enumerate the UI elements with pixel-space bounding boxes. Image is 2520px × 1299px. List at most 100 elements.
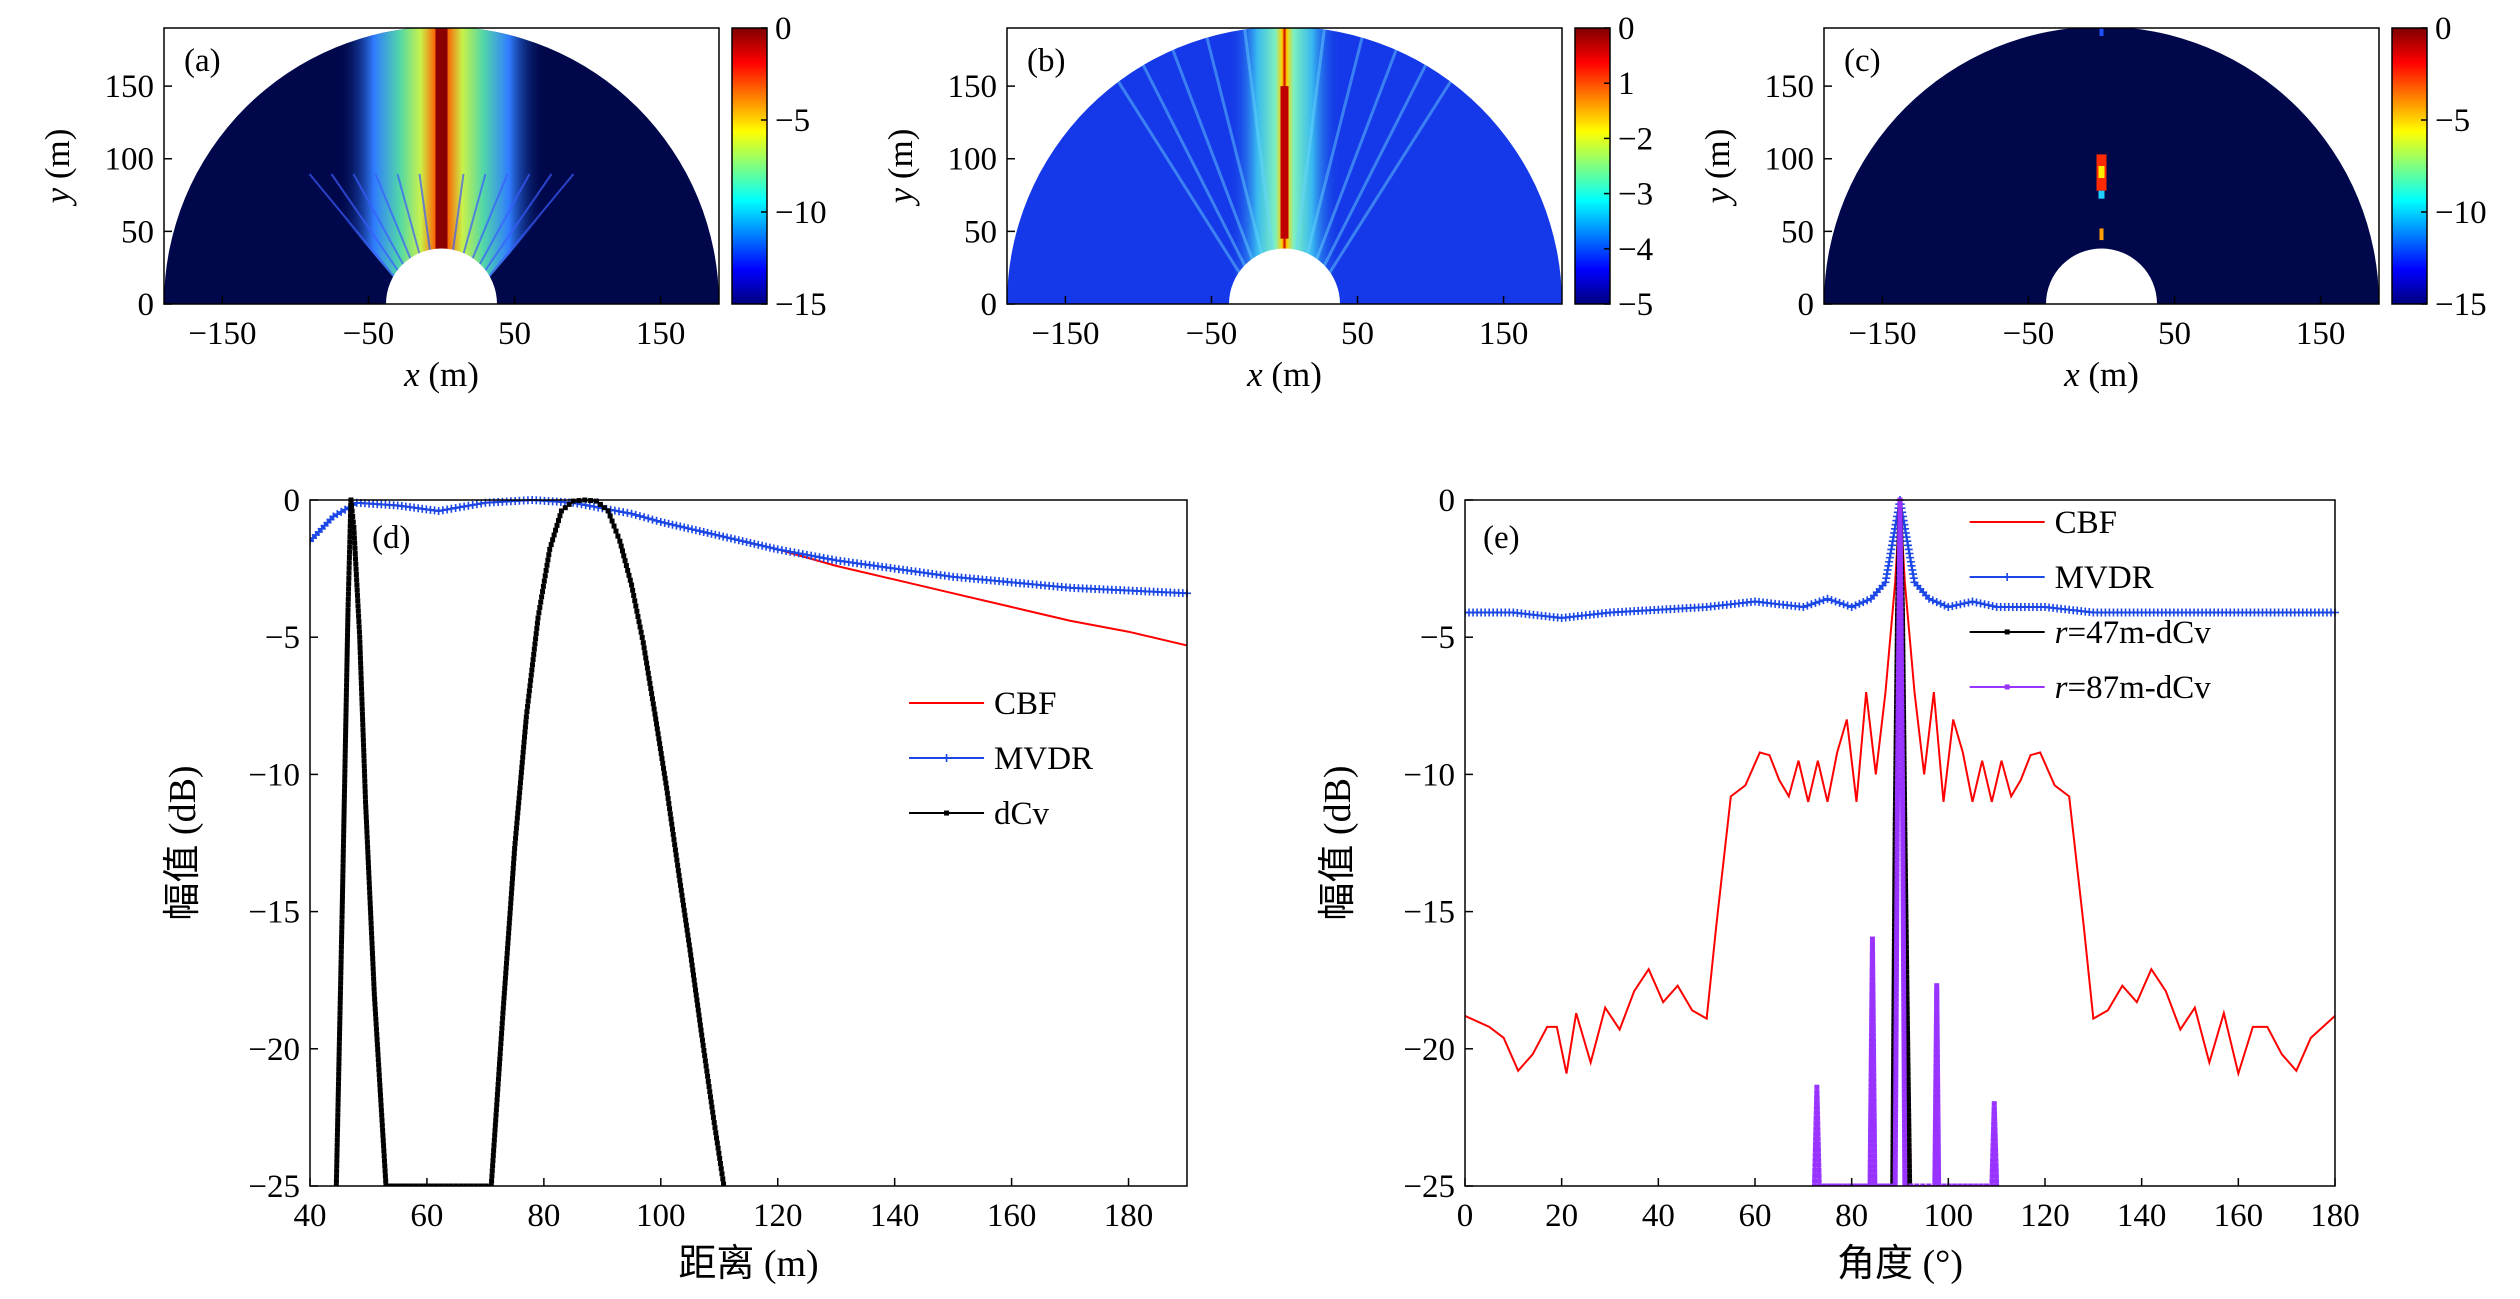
data-point [1882,1183,1888,1186]
data-point [359,686,365,692]
data-point [1812,1167,1818,1173]
data-point [1852,1183,1858,1186]
data-point [365,859,371,865]
beam-striation [440,173,553,304]
data-point [1946,1183,1952,1186]
data-point [1936,1173,1942,1179]
data-point [1935,1063,1941,1069]
data-point [1962,1183,1968,1186]
data-point [343,733,349,739]
data-point [1906,1142,1912,1148]
data-point [1897,538,1903,544]
data-point [371,991,377,997]
data-point [1894,867,1900,873]
data-point [686,937,692,943]
data-point [353,561,359,567]
data-point [339,934,345,940]
data-point [1803,601,1812,610]
data-point [674,857,680,863]
data-point [1896,639,1902,645]
data-point [344,642,350,648]
data-point [1894,902,1900,908]
data-point [1868,1128,1874,1134]
data-point [684,927,690,933]
data-point [540,589,546,595]
data-point [1898,599,1904,605]
data-point [1893,1012,1899,1018]
data-point [1867,1183,1873,1186]
data-point [720,1176,726,1182]
data-point [562,505,568,511]
data-point [336,1056,342,1062]
data-point [1898,660,1904,666]
data-point [691,977,697,983]
data-point [1973,1183,1979,1186]
data-point [1839,600,1848,609]
data-point [333,1178,339,1184]
data-point [1872,1163,1878,1169]
data-point [1901,1058,1907,1064]
data-point [363,819,369,825]
data-point [1897,507,1903,513]
data-point [1816,1183,1822,1186]
data-point [1899,746,1905,752]
beam-striation [374,173,443,304]
data-point [499,1025,505,1031]
data-point [478,1183,484,1186]
data-point [1894,947,1900,953]
data-point [1898,583,1904,589]
data-point [711,530,720,539]
data-point [1815,1121,1821,1127]
x-tick-label: 180 [1104,1198,1154,1234]
data-point [1932,1163,1938,1169]
data-point [337,1005,343,1011]
data-point [1893,972,1899,978]
data-point [338,954,344,960]
x-tick-label: −150 [1848,316,1916,352]
data-point [340,883,346,889]
data-point [1900,902,1906,908]
data-point [381,1153,387,1159]
data-point [713,1130,719,1136]
data-point [1843,601,1852,610]
data-point [1992,1142,1998,1148]
data-point [1901,1063,1907,1069]
data-point [1903,934,1909,940]
y-axis-label: 幅值 (dB) [162,765,204,920]
data-point [498,1036,504,1042]
data-point [1898,629,1904,635]
data-point [1832,1183,1838,1186]
data-point [742,538,751,547]
data-point [369,940,375,946]
data-point [1867,1178,1873,1184]
data-point [363,809,369,815]
data-point [1837,1183,1843,1186]
data-point [1835,598,1844,607]
data-point [1994,1178,2000,1184]
y-tick-label: 0 [981,287,998,323]
data-point [363,804,369,810]
data-point [692,982,698,988]
data-point [337,1000,343,1006]
data-point [1899,726,1905,732]
data-point [1934,1013,1940,1019]
data-point [517,780,523,786]
data-point [570,498,576,504]
x-tick-label: −50 [343,316,395,352]
data-point [340,853,346,859]
data-point [1956,600,1965,609]
data-point [656,517,665,526]
data-point [1892,1148,1898,1154]
data-point [337,990,343,996]
data-point [1936,1168,1942,1174]
x-tick-label: −150 [1031,316,1099,352]
data-point [1907,1173,1913,1179]
data-point [553,527,559,533]
data-point [510,870,516,876]
data-point [1990,1157,1996,1163]
data-point [679,892,685,898]
data-point [380,1132,386,1138]
data-point [1870,1002,1876,1008]
data-point [1872,1153,1878,1159]
data-point [1899,781,1905,787]
